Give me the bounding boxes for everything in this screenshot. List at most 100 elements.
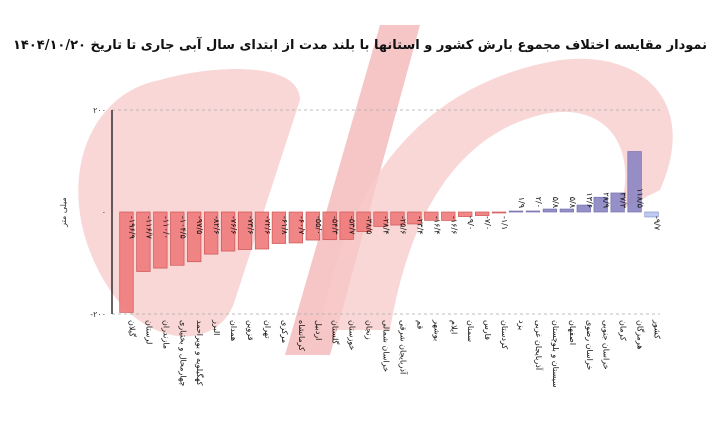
value-label: -۹۷/۵	[195, 216, 204, 234]
category-label: مرکزی	[280, 320, 289, 343]
bar	[475, 211, 490, 216]
value-label: -۶۰/۷	[297, 216, 306, 235]
bar	[288, 211, 303, 244]
bar	[271, 211, 287, 244]
bar	[339, 211, 354, 240]
value-label: -۲۸/۴	[382, 216, 391, 234]
bar	[305, 211, 320, 241]
bar	[237, 211, 253, 250]
category-label: کرمان	[619, 320, 628, 341]
bar	[170, 211, 185, 266]
bar	[424, 211, 439, 221]
value-label: -۹/۷	[653, 216, 662, 231]
value-label: -۷۲/۶	[263, 216, 272, 234]
bar	[559, 208, 574, 213]
value-label: -۱۱۰/۰	[161, 216, 170, 239]
value-label: -۷۳/۶	[246, 216, 255, 234]
category-label: گلستان	[331, 320, 341, 345]
value-label: -۶۱/۸	[280, 216, 289, 235]
value-label: -۵۴/۳	[331, 216, 340, 235]
category-label: کشور	[653, 319, 662, 339]
value-label: -۷۶/۶	[229, 216, 238, 234]
value-label: ۵/۸	[568, 197, 577, 209]
bar	[187, 211, 202, 263]
bar	[153, 211, 168, 269]
bar	[441, 211, 456, 221]
bar	[576, 204, 591, 213]
value-label: ۵/۸	[551, 197, 560, 209]
bar	[254, 211, 270, 250]
value-label: -۱/۱	[500, 216, 509, 230]
value-label: -۱۱۶/۷	[144, 216, 153, 239]
category-label: فارس	[483, 320, 492, 340]
value-label: -۷/۰	[483, 216, 492, 230]
category-label: یزد	[517, 320, 526, 330]
y-tick-label: -۲۰۰	[90, 310, 106, 319]
y-axis-label: میلی متر	[59, 197, 68, 228]
bar	[508, 210, 524, 213]
category-label: اصفهان	[568, 320, 577, 345]
category-label: خراسان رضوی	[585, 320, 594, 370]
bar	[610, 192, 625, 213]
category-label: همدان	[229, 320, 238, 341]
category-label: آذربایجان غربی	[534, 320, 544, 371]
value-label: ۱/۹	[517, 197, 526, 208]
value-label: -۱۹۶/۹	[127, 216, 136, 239]
category-label: قم	[415, 320, 424, 329]
value-label: ۲۸/۹	[602, 192, 611, 208]
category-label: ایلام	[449, 320, 458, 334]
bar	[458, 211, 473, 217]
bar	[593, 196, 608, 213]
bar	[491, 211, 507, 214]
category-label: بوشهر	[432, 319, 441, 341]
category-label: زنجان	[365, 320, 374, 340]
category-label: قزوین	[246, 320, 255, 341]
value-label: ۱۱۸/۵	[636, 188, 645, 208]
category-label: کهگیلویه و بویراحمد	[195, 320, 205, 386]
value-label: -۲۳/۴	[415, 216, 424, 234]
category-label: چهارمحال و بختیاری	[178, 320, 187, 386]
bar	[644, 211, 659, 218]
bar	[356, 211, 371, 232]
category-label: خوزستان	[348, 320, 357, 350]
y-tick-label: ۲۰۰	[93, 106, 106, 115]
value-label: -۹/۰	[466, 216, 475, 230]
y-tick-label: ۰	[102, 208, 106, 217]
bar	[373, 211, 388, 227]
category-label: مازندران	[161, 320, 170, 349]
bar	[525, 210, 541, 213]
chart-title: نمودار مقایسه اختلاف مجموع بارش کشور و ا…	[12, 38, 707, 53]
category-label: گیلان	[127, 320, 137, 337]
bar	[390, 211, 405, 226]
bar	[204, 211, 219, 255]
bar	[136, 211, 151, 272]
value-label: ۳۷/۳	[619, 192, 628, 208]
value-label: -۸۲/۶	[212, 216, 221, 234]
value-label: ۲/۰	[534, 197, 543, 208]
category-label: هرمزگان	[636, 320, 646, 349]
value-label: -۱۶/۴	[432, 216, 441, 234]
category-label: البرز	[212, 319, 221, 335]
value-label: -۱۶/۶	[449, 216, 458, 234]
category-label: سیستان و بلوچستان	[551, 320, 560, 388]
category-label: آذربایجان شرقی	[398, 320, 408, 375]
value-label: -۱۰۴/۵	[178, 216, 187, 239]
category-label: سمنان	[466, 320, 475, 342]
value-label: ۱۳/۶	[585, 192, 594, 208]
bar	[322, 211, 337, 241]
value-label: -۳۸/۵	[365, 216, 374, 234]
value-label: -۵۳/۷	[348, 216, 357, 235]
bar	[407, 211, 422, 225]
bar	[542, 208, 558, 213]
category-label: کردستان	[500, 320, 509, 349]
bar	[627, 151, 642, 213]
value-label: -۲۵/۶	[398, 216, 407, 234]
category-label: لرستان	[144, 320, 153, 344]
category-label: کرمانشاه	[297, 320, 306, 351]
category-label: خراسان جنوبی	[602, 320, 611, 370]
category-label: خراسان شمالی	[382, 320, 391, 372]
category-label: تهران	[263, 320, 272, 338]
bar	[220, 211, 236, 252]
